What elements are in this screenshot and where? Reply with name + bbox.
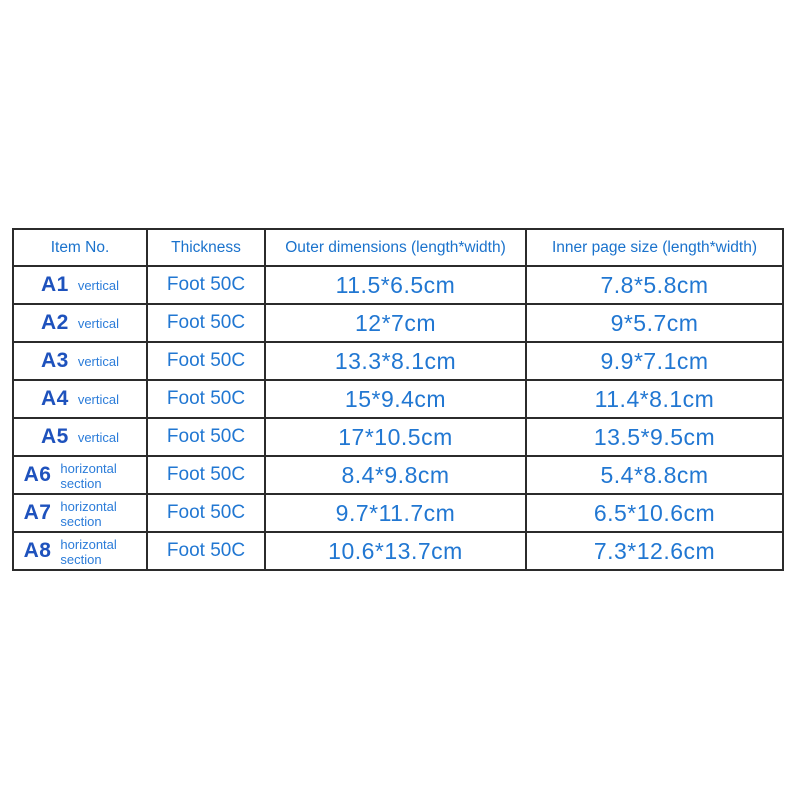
thickness-cell: Foot 50C <box>146 379 266 419</box>
outer-dimensions-cell: 10.6*13.7cm <box>264 531 527 571</box>
outer-dimensions-cell: 15*9.4cm <box>264 379 527 419</box>
item-number: A2 <box>40 311 69 334</box>
item-cell: A4 vertical <box>12 379 148 419</box>
item-cell: A8 horizontal section <box>12 531 148 571</box>
outer-dimensions-cell: 11.5*6.5cm <box>264 265 527 305</box>
inner-page-size-cell: 7.8*5.8cm <box>525 265 784 305</box>
item-number: A4 <box>40 387 69 410</box>
thickness-cell: Foot 50C <box>146 303 266 343</box>
item-number: A5 <box>40 425 69 448</box>
inner-page-size-cell: 9*5.7cm <box>525 303 784 343</box>
table-row: A4 vertical Foot 50C 15*9.4cm 11.4*8.1cm <box>12 379 784 419</box>
inner-page-size-cell: 7.3*12.6cm <box>525 531 784 571</box>
item-cell: A5 vertical <box>12 417 148 457</box>
item-orientation: horizontal section <box>60 536 117 567</box>
thickness-cell: Foot 50C <box>146 531 266 571</box>
header-thickness: Thickness <box>146 228 266 267</box>
thickness-cell: Foot 50C <box>146 493 266 533</box>
header-outer-dimensions: Outer dimensions (length*width) <box>264 228 527 267</box>
table-header-row: Item No. Thickness Outer dimensions (len… <box>12 228 784 267</box>
item-number: A7 <box>23 501 52 524</box>
item-number: A3 <box>40 349 69 372</box>
item-number: A6 <box>23 463 52 486</box>
table-row: A3 vertical Foot 50C 13.3*8.1cm 9.9*7.1c… <box>12 341 784 381</box>
inner-page-size-cell: 13.5*9.5cm <box>525 417 784 457</box>
item-number: A8 <box>23 539 52 562</box>
product-size-table: Item No. Thickness Outer dimensions (len… <box>12 228 784 571</box>
item-cell: A6 horizontal section <box>12 455 148 495</box>
outer-dimensions-cell: 12*7cm <box>264 303 527 343</box>
thickness-cell: Foot 50C <box>146 341 266 381</box>
item-orientation: horizontal section <box>60 498 117 529</box>
outer-dimensions-cell: 8.4*9.8cm <box>264 455 527 495</box>
item-orientation: horizontal section <box>60 460 117 491</box>
inner-page-size-cell: 11.4*8.1cm <box>525 379 784 419</box>
item-orientation: vertical <box>77 354 120 370</box>
table-row: A6 horizontal section Foot 50C 8.4*9.8cm… <box>12 455 784 495</box>
outer-dimensions-cell: 17*10.5cm <box>264 417 527 457</box>
thickness-cell: Foot 50C <box>146 265 266 305</box>
outer-dimensions-cell: 13.3*8.1cm <box>264 341 527 381</box>
item-orientation: vertical <box>77 392 120 408</box>
outer-dimensions-cell: 9.7*11.7cm <box>264 493 527 533</box>
inner-page-size-cell: 6.5*10.6cm <box>525 493 784 533</box>
item-cell: A1 vertical <box>12 265 148 305</box>
item-cell: A2 vertical <box>12 303 148 343</box>
thickness-cell: Foot 50C <box>146 417 266 457</box>
item-orientation: vertical <box>77 278 120 294</box>
header-inner-page-size: Inner page size (length*width) <box>525 228 784 267</box>
item-orientation: vertical <box>77 316 120 332</box>
table-row: A5 vertical Foot 50C 17*10.5cm 13.5*9.5c… <box>12 417 784 457</box>
thickness-cell: Foot 50C <box>146 455 266 495</box>
table-row: A1 vertical Foot 50C 11.5*6.5cm 7.8*5.8c… <box>12 265 784 305</box>
table-row: A2 vertical Foot 50C 12*7cm 9*5.7cm <box>12 303 784 343</box>
inner-page-size-cell: 5.4*8.8cm <box>525 455 784 495</box>
item-cell: A7 horizontal section <box>12 493 148 533</box>
header-item-no: Item No. <box>12 228 148 267</box>
inner-page-size-cell: 9.9*7.1cm <box>525 341 784 381</box>
table-row: A7 horizontal section Foot 50C 9.7*11.7c… <box>12 493 784 533</box>
item-number: A1 <box>40 273 69 296</box>
table-row: A8 horizontal section Foot 50C 10.6*13.7… <box>12 531 784 571</box>
item-cell: A3 vertical <box>12 341 148 381</box>
item-orientation: vertical <box>77 430 120 446</box>
